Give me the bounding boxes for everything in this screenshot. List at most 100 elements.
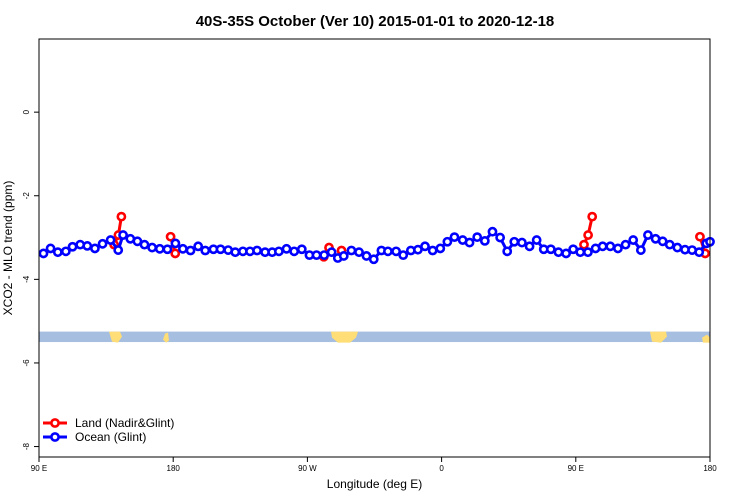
land-shape	[163, 332, 169, 343]
ocean-point	[583, 247, 593, 258]
ocean-point	[620, 239, 631, 250]
ocean-point	[613, 243, 623, 254]
map-strip	[39, 331, 710, 343]
y-tick-label: -8	[22, 442, 31, 450]
ocean-point	[398, 250, 409, 261]
ocean-point	[502, 246, 513, 257]
ocean-point	[361, 251, 372, 261]
x-tick-label: 90 W	[298, 464, 317, 473]
land-point	[587, 211, 598, 222]
y-axis-label: XCO2 - MLO trend (ppm)	[1, 181, 15, 316]
land-shape	[331, 331, 358, 343]
ocean-point	[82, 241, 93, 251]
ocean-point	[427, 245, 438, 256]
plot-frame	[38, 38, 711, 458]
land-point	[695, 231, 705, 242]
x-tick-label: 90 E	[31, 464, 47, 473]
y-tick-label: -4	[22, 275, 31, 283]
y-tick-label: 0	[22, 109, 31, 114]
ocean-band	[39, 331, 710, 343]
ocean-point	[38, 248, 49, 259]
ocean-point	[472, 232, 483, 243]
ocean-point	[289, 246, 300, 257]
ocean-point	[495, 232, 506, 243]
ocean-point	[605, 241, 616, 252]
ocean-point	[575, 247, 586, 258]
ocean-point	[545, 244, 556, 255]
legend-swatch-marker	[50, 418, 60, 428]
ocean-point	[52, 247, 63, 258]
ocean-point	[139, 239, 150, 250]
x-tick-label: 180	[703, 464, 717, 473]
x-tick-label: 0	[439, 464, 444, 473]
y-tick-label: -6	[22, 359, 31, 367]
legend-item: Land (Nadir&Glint)	[43, 416, 174, 430]
series-layer	[38, 211, 715, 265]
ocean-point	[561, 248, 572, 259]
ocean-point	[193, 241, 204, 252]
ocean-point	[509, 236, 520, 247]
legend-label: Land (Nadir&Glint)	[75, 416, 174, 430]
legend: Land (Nadir&Glint)Ocean (Glint)	[43, 416, 174, 444]
ocean-point	[162, 244, 173, 255]
ocean-point	[435, 243, 446, 254]
ocean-point	[628, 235, 639, 245]
ocean-point	[67, 241, 78, 252]
ocean-point	[296, 244, 307, 255]
land-point	[170, 248, 181, 259]
ocean-point	[664, 239, 675, 250]
ocean-point	[597, 241, 608, 252]
ocean-point	[252, 245, 262, 256]
ocean-point	[326, 247, 337, 258]
ocean-point	[672, 242, 683, 253]
ocean-point	[643, 230, 653, 240]
ocean-point	[177, 243, 188, 254]
ocean-point	[635, 245, 646, 255]
land-point	[116, 211, 127, 222]
ocean-point	[346, 245, 357, 256]
ocean-point	[113, 245, 124, 255]
land-point	[583, 230, 594, 240]
ocean-point	[368, 254, 379, 265]
ocean-point	[464, 237, 475, 248]
ocean-point	[230, 247, 241, 258]
x-axis: 90 E 180 90 W 0 90 E 180	[31, 457, 717, 473]
ocean-point	[273, 246, 284, 257]
ocean-point	[185, 245, 196, 256]
chart-title: 40S-35S October (Ver 10) 2015-01-01 to 2…	[196, 13, 555, 30]
ocean-point	[553, 247, 564, 258]
ocean-point	[45, 243, 56, 254]
ocean-point	[105, 235, 116, 245]
ocean-point	[60, 246, 71, 257]
ocean-point	[170, 238, 181, 249]
x-tick-label: 180	[167, 464, 181, 473]
ocean-point	[524, 241, 535, 252]
y-tick-label: -2	[22, 192, 31, 200]
ocean-point	[281, 243, 292, 254]
legend-item: Ocean (Glint)	[43, 430, 146, 444]
ocean-point	[354, 247, 364, 258]
ocean-point	[147, 242, 158, 253]
ocean-point	[479, 235, 490, 246]
ocean-point	[118, 230, 128, 240]
x-axis-label: Longitude (deg E)	[327, 477, 422, 491]
ocean-point	[338, 251, 349, 261]
ocean-point	[420, 241, 430, 252]
ocean-point	[442, 236, 453, 247]
legend-label: Ocean (Glint)	[75, 430, 146, 444]
ocean-point	[487, 226, 498, 237]
ocean-point	[531, 235, 542, 245]
ocean-point	[215, 244, 226, 255]
ocean-point	[90, 243, 100, 254]
legend-swatch-marker	[50, 432, 60, 442]
ocean-point	[311, 250, 322, 261]
ocean-point	[694, 247, 705, 258]
ocean-point	[319, 250, 330, 261]
ocean-point	[383, 246, 393, 257]
ocean-point	[391, 246, 402, 257]
ocean-point	[200, 245, 211, 256]
land-point	[165, 231, 176, 242]
land-point	[579, 239, 589, 250]
ocean-point	[517, 237, 527, 248]
